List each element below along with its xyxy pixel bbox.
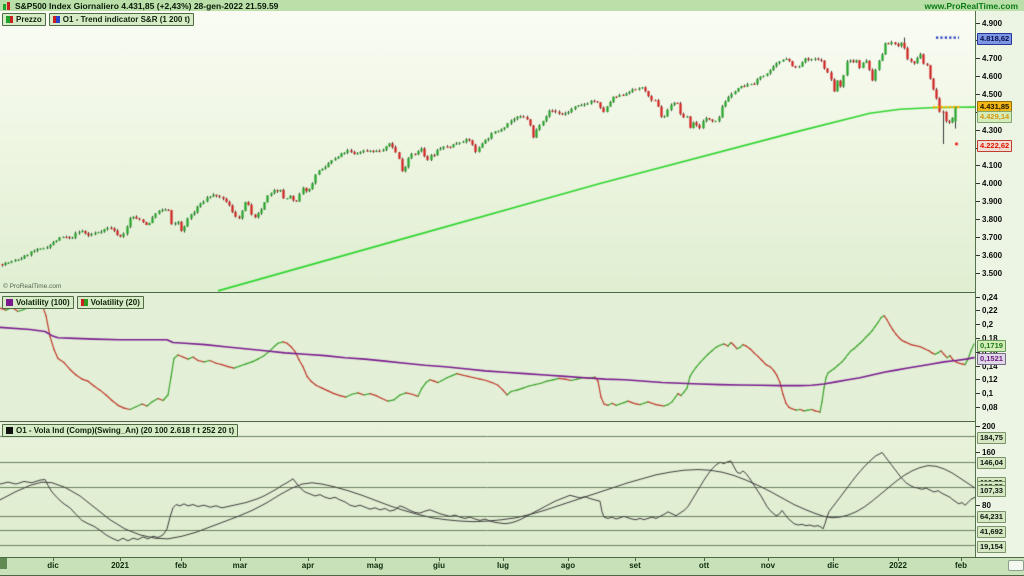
vola-ind-panel[interactable]: O1 - Vola Ind (Comp)(Swing_An) (20 100 2… [0,422,975,557]
vola-ind-panel-legend: O1 - Vola Ind (Comp)(Swing_An) (20 100 2… [2,424,239,437]
time-axis-label: lug [497,561,509,570]
axis-price-label: 0,1521 [977,352,1006,365]
time-tick [375,558,376,561]
price-legend-chip[interactable]: O1 - Trend indicator S&R (1 200 t) [48,13,194,26]
price-chart-canvas[interactable] [0,11,975,292]
time-tick [181,558,182,561]
volatility-legend-chip[interactable]: Volatility (20) [76,296,144,309]
scroll-button[interactable] [1008,560,1024,571]
vola-ind-legend-chip[interactable]: O1 - Vola Ind (Comp)(Swing_An) (20 100 2… [2,424,239,437]
axis-price-label: 64,231 [977,511,1006,524]
time-axis-label: mag [366,561,384,570]
axis-price-label: 0,1719 [977,339,1006,352]
time-axis[interactable]: dic 2021 feb mar apr mag giu lug ago set ott nov dic… [0,558,1024,576]
time-tick [704,558,705,561]
volatility-panel-legend: Volatility (100) Volatility (20) [2,296,144,309]
axis-price-label: 19,154 [977,540,1006,553]
time-axis-label: set [629,561,641,570]
time-tick [120,558,121,561]
axis-price-label: 4.429,14 [977,110,1013,123]
time-tick [833,558,834,561]
time-tick [240,558,241,561]
time-axis-label: giu [433,561,445,570]
axis-price-label: 184,75 [977,431,1006,444]
time-axis-corner [0,558,7,569]
volatility-legend-chip[interactable]: Volatility (100) [2,296,74,309]
chart-title: S&P500 Index Giornaliero 4.431,85 (+2,43… [15,1,279,11]
vola-ind-chart-canvas[interactable] [0,422,975,557]
time-axis-label: apr [301,561,315,570]
time-axis-label: dic [47,561,59,570]
legend-color-icon [52,16,60,23]
panel-separator[interactable] [0,292,1024,293]
time-axis-label: mar [232,561,248,570]
axis-price-label: 4.222,62 [977,139,1013,152]
axis-price-label: 146,04 [977,457,1006,470]
legend-color-icon [6,16,13,23]
legend-label: O1 - Vola Ind (Comp)(Swing_An) (20 100 2… [16,426,235,435]
panel-separator[interactable] [0,421,1024,422]
time-axis-label: feb [955,561,967,570]
time-tick [961,558,962,561]
website-link[interactable]: www.ProRealTime.com [924,1,1018,11]
time-tick [568,558,569,561]
axis-price-label: 4.818,62 [977,32,1013,45]
time-axis-label: ott [698,561,710,570]
copyright-note: © ProRealTime.com [3,283,62,290]
time-tick [768,558,769,561]
price-axis[interactable]: 4.9004.8004.7004.6004.5004.4004.3004.200… [975,11,1024,557]
time-tick [635,558,636,561]
time-tick [53,558,54,561]
volatility-panel[interactable]: Volatility (100) Volatility (20) [0,293,975,421]
axis-price-label: 41,692 [977,526,1006,538]
legend-label: Volatility (100) [16,298,70,307]
time-tick [439,558,440,561]
candlestick-icon [3,2,11,10]
legend-label: Prezzo [16,15,42,24]
price-legend-chip[interactable]: Prezzo [2,13,46,26]
time-tick [308,558,309,561]
time-axis-label: nov [760,561,776,570]
time-axis-label: dic [827,561,839,570]
legend-label: Volatility (20) [90,298,140,307]
legend-color-icon [6,427,13,434]
time-axis-label: 2021 [111,561,129,570]
price-panel-legend: Prezzo O1 - Trend indicator S&R (1 200 t) [2,13,194,26]
panel-separator [0,557,1024,558]
time-axis-label: ago [560,561,576,570]
time-axis-label: 2022 [889,561,907,570]
legend-color-icon [80,299,88,306]
time-axis-label: feb [175,561,187,570]
time-tick [503,558,504,561]
time-tick [898,558,899,561]
price-panel[interactable]: Prezzo O1 - Trend indicator S&R (1 200 t)… [0,11,975,292]
legend-color-icon [6,299,13,306]
legend-label: O1 - Trend indicator S&R (1 200 t) [62,15,190,24]
axis-price-label: 107,33 [977,485,1006,497]
volatility-chart-canvas[interactable] [0,293,975,421]
